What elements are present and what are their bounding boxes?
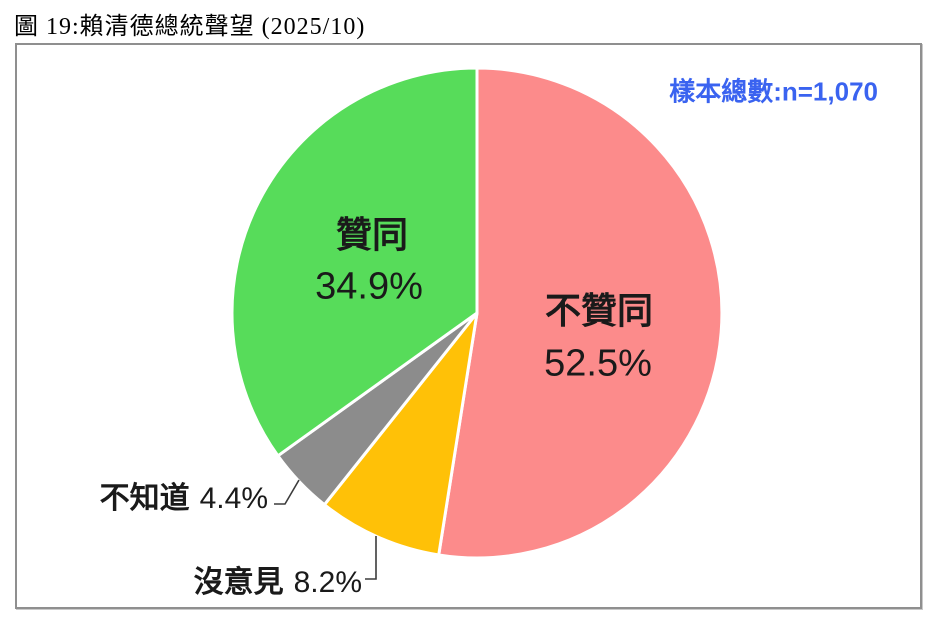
label-dont-know: 不知道 4.4% bbox=[100, 473, 268, 517]
label-no-opinion: 沒意見 8.2% bbox=[194, 557, 362, 601]
leader-line-no-opinion bbox=[365, 536, 377, 580]
figure-title: 圖 19:賴清德總統聲望 (2025/10) bbox=[14, 14, 366, 40]
label-approve-pct: 34.9% bbox=[315, 265, 423, 308]
label-disapprove-name: 不贊同 bbox=[544, 290, 654, 331]
label-approve-name: 贊同 bbox=[335, 214, 409, 255]
label-no-opinion-name: 沒意見 bbox=[193, 566, 284, 599]
label-dont-know-name: 不知道 bbox=[99, 482, 190, 515]
chart-frame: 樣本總數:n=1,070 贊同 34.9% 不贊同 52.5% 不知道 4.4% … bbox=[15, 43, 922, 609]
pie-chart bbox=[230, 66, 724, 580]
label-no-opinion-pct: 8.2% bbox=[293, 566, 362, 599]
label-disapprove-pct: 52.5% bbox=[544, 342, 652, 385]
pie-slice-approve bbox=[230, 66, 479, 458]
pie-slices bbox=[230, 66, 724, 560]
label-dont-know-pct: 4.4% bbox=[199, 482, 268, 515]
pie-slice-no-opinion bbox=[322, 311, 479, 557]
sample-size-note: 樣本總數:n=1,070 bbox=[669, 76, 878, 107]
leader-line-dont-know bbox=[274, 479, 300, 505]
pie-slice-disapprove bbox=[437, 66, 724, 560]
